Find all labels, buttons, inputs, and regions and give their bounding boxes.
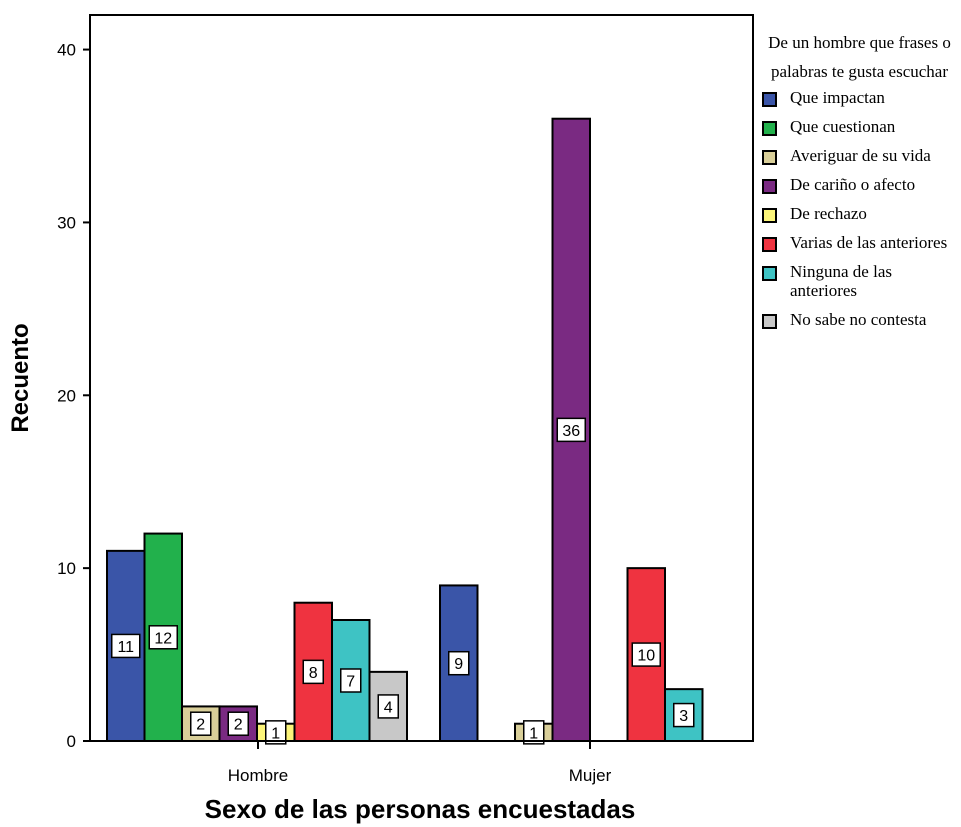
bars <box>106 117 704 743</box>
data-label: 1 <box>271 725 280 742</box>
data-label-box <box>556 417 586 443</box>
legend-item: Que impactan <box>762 88 957 107</box>
data-label-box <box>673 702 695 728</box>
legend-item: De cariño o afecto <box>762 175 957 194</box>
y-tick-label: 20 <box>57 386 76 405</box>
legend-label: De rechazo <box>790 204 867 223</box>
legend-item: No sabe no contesta <box>762 310 957 329</box>
data-label-box <box>190 711 212 736</box>
data-label-box <box>265 720 287 745</box>
data-label: 2 <box>196 717 205 734</box>
data-label-box <box>111 633 141 659</box>
legend-swatch <box>762 266 777 281</box>
legend-swatch <box>762 237 777 252</box>
legend-label: No sabe no contesta <box>790 310 927 329</box>
legend-label: Que impactan <box>790 88 885 107</box>
data-label-box <box>377 694 399 719</box>
y-tick-label: 10 <box>57 559 76 578</box>
legend-label: Que cuestionan <box>790 117 896 136</box>
data-label-box <box>448 650 470 676</box>
legend-item: De rechazo <box>762 204 957 223</box>
legend-item: Que cuestionan <box>762 117 957 136</box>
legend-swatch <box>762 92 777 107</box>
x-tick-label: Hombre <box>228 766 288 785</box>
legend-swatch <box>762 150 777 165</box>
data-label: 4 <box>384 699 393 716</box>
data-label-box <box>340 668 362 693</box>
data-label: 9 <box>454 656 463 673</box>
y-tick-label: 40 <box>57 41 76 60</box>
data-label-box <box>302 659 324 685</box>
legend-swatch <box>762 314 777 329</box>
legend-swatch <box>762 208 777 223</box>
data-label: 10 <box>637 648 655 665</box>
data-label: 1 <box>529 725 538 742</box>
legend-title: De un hombre que frases o palabras te gu… <box>768 33 951 81</box>
data-label-box <box>631 642 661 667</box>
data-label: 8 <box>309 665 318 682</box>
x-tick-label: Mujer <box>569 766 612 785</box>
legend-label: Ninguna de las anteriores <box>790 262 892 300</box>
y-tick-label: 30 <box>57 213 76 232</box>
data-label: 2 <box>234 717 243 734</box>
legend-swatch <box>762 179 777 194</box>
legend-item: Averiguar de su vida <box>762 146 957 165</box>
data-label: 11 <box>117 639 134 656</box>
data-label-box <box>523 720 545 745</box>
data-labels: 11 12 2 2 1 8 7 4 9 1 36 10 3 <box>111 417 695 745</box>
data-label: 7 <box>346 674 355 691</box>
data-label: 36 <box>562 423 580 440</box>
legend-item: Ninguna de las anteriores <box>762 262 957 300</box>
legend-label: Varias de las anteriores <box>790 233 948 252</box>
y-tick-label: 0 <box>67 732 76 751</box>
y-axis-title: Recuento <box>7 323 34 432</box>
legend-swatch <box>762 121 777 136</box>
data-label-box <box>227 711 249 736</box>
y-axis: 0 10 20 30 40 <box>57 41 90 751</box>
legend-label: Averiguar de su vida <box>790 146 931 165</box>
legend-item: Varias de las anteriores <box>762 233 957 252</box>
legend-label: De cariño o afecto <box>790 175 916 194</box>
legend-items: Que impactan Que cuestionan Averiguar de s… <box>762 88 957 329</box>
data-label: 3 <box>679 708 688 725</box>
x-axis: Hombre Mujer <box>228 741 612 785</box>
x-axis-title: Sexo de las personas encuestadas <box>205 794 636 824</box>
legend: De un hombre que frases o palabras te gu… <box>762 28 957 339</box>
data-label: 12 <box>154 630 172 647</box>
data-label-box <box>148 625 178 650</box>
plot-frame <box>89 14 754 742</box>
